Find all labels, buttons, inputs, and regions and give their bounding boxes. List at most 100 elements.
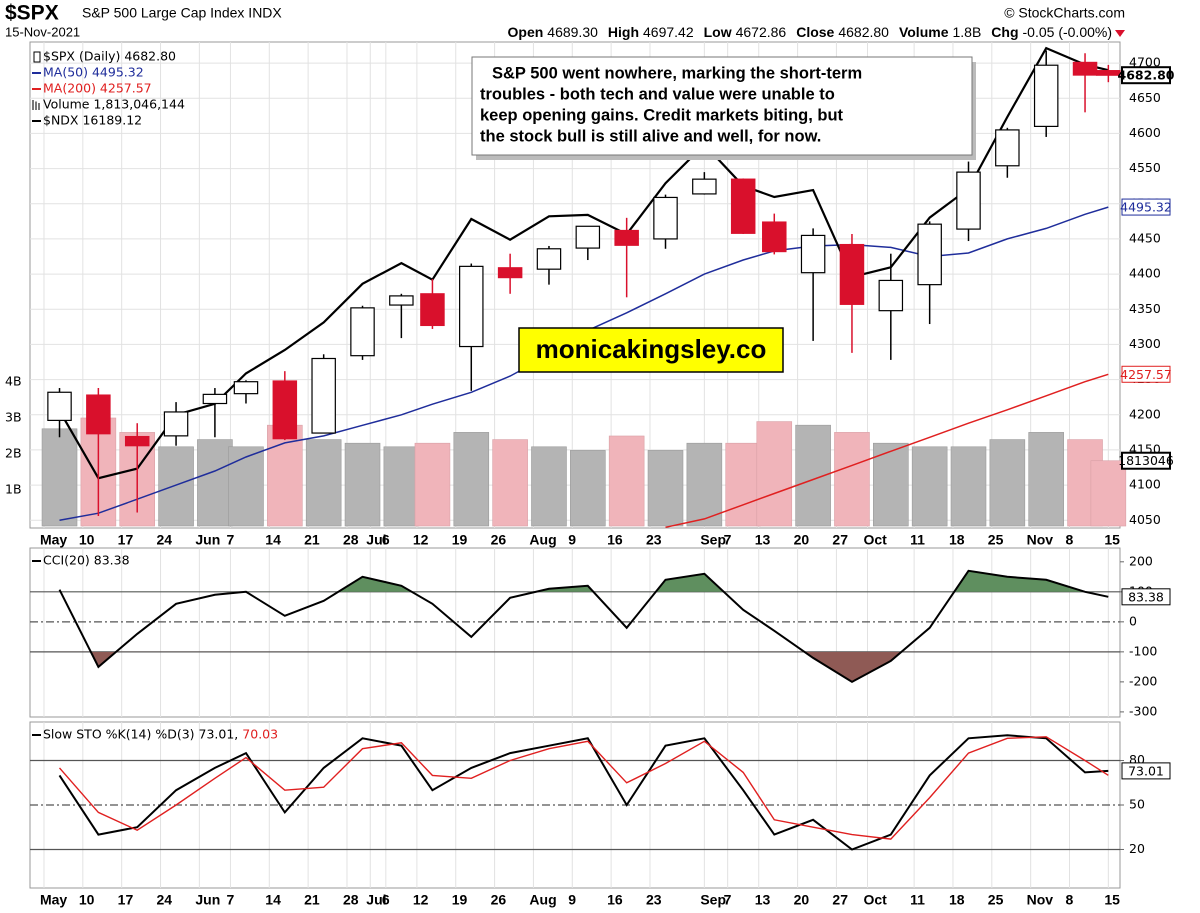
candle-body xyxy=(420,293,445,327)
candle-body xyxy=(389,295,414,306)
x-tick-label: Aug xyxy=(529,892,556,908)
x-tick-label: 6 xyxy=(382,532,390,548)
legend-swatch xyxy=(32,100,34,110)
x-tick-label: 7 xyxy=(724,892,732,908)
legend-entry: $SPX (Daily) 4682.80 xyxy=(43,49,176,64)
y-tick-label: 4450 xyxy=(1129,230,1161,245)
volume-bar xyxy=(197,439,233,527)
x-tick-label: Nov xyxy=(1027,892,1054,908)
quote-value: -0.05 (-0.00%) xyxy=(1023,24,1112,40)
x-tick-label: 11 xyxy=(910,892,925,908)
candle-body xyxy=(839,243,865,305)
y2-tick-label: 3B xyxy=(5,409,22,424)
x-tick-label: 10 xyxy=(79,532,95,548)
volume-bar xyxy=(911,446,948,527)
candle-body xyxy=(163,411,189,437)
x-tick-label: 7 xyxy=(226,532,234,548)
annotation-line: S&P 500 went nowhere, marking the short-… xyxy=(492,64,862,82)
x-tick-label: 8 xyxy=(1066,532,1074,548)
x-tick-label: 28 xyxy=(343,532,359,548)
y2-tick-label: 4B xyxy=(5,373,22,388)
x-tick-label: 20 xyxy=(794,892,810,908)
x-tick-label: 14 xyxy=(265,532,281,548)
x-tick-label: 25 xyxy=(988,892,1004,908)
volume-bar xyxy=(383,446,420,527)
volume-bar xyxy=(158,446,194,527)
value-tag xyxy=(1121,365,1171,383)
quote-label: High xyxy=(608,24,639,40)
x-tick-label: 14 xyxy=(265,892,281,908)
volume-bar xyxy=(531,446,567,527)
candle-body xyxy=(614,229,639,246)
candle-body xyxy=(800,234,826,274)
change-arrow xyxy=(1115,30,1125,37)
candle-body xyxy=(1072,61,1098,76)
volume-bar xyxy=(414,442,451,527)
volume-bar xyxy=(686,442,723,527)
quote-value: 1.8B xyxy=(952,24,981,40)
candle-body xyxy=(1033,64,1059,127)
value-tag-label: 1813046 xyxy=(1118,453,1174,468)
x-tick-label: Jun xyxy=(195,892,220,908)
x-tick-label: 6 xyxy=(382,892,390,908)
x-tick-label: 10 xyxy=(79,892,95,908)
volume-bar xyxy=(570,450,606,527)
legend-entry: Slow STO %K(14) %D(3) 73.01, xyxy=(43,727,238,742)
value-tag xyxy=(1121,762,1171,780)
y-tick-label: 0 xyxy=(1129,613,1137,628)
legend-swatch xyxy=(35,101,37,110)
x-tick-label: 24 xyxy=(157,532,173,548)
candle-body xyxy=(202,393,228,405)
annotation-line: the stock bull is still alive and well, … xyxy=(480,127,821,145)
y-tick-label: 4650 xyxy=(1129,90,1161,105)
y-tick-label: 4600 xyxy=(1129,125,1161,140)
candle-body xyxy=(878,279,904,312)
quote-label: Low xyxy=(704,24,732,40)
y-tick-label: 4400 xyxy=(1129,266,1161,281)
quote-label: Chg xyxy=(991,24,1018,40)
value-tag-label: 4682.80 xyxy=(1118,68,1175,83)
x-tick-label: 26 xyxy=(491,532,507,548)
value-tag xyxy=(1121,66,1171,85)
quote-label: Volume xyxy=(899,24,949,40)
volume-bar xyxy=(756,421,793,527)
y2-tick-label: 2B xyxy=(5,445,22,460)
candle-body xyxy=(86,394,111,435)
volume-bar xyxy=(453,432,490,527)
x-tick-label: May xyxy=(40,892,67,908)
y-tick-label: 4700 xyxy=(1129,55,1161,70)
y-tick-label: 4350 xyxy=(1129,301,1161,316)
candle-body xyxy=(233,381,259,395)
symbol: $SPX xyxy=(5,2,59,25)
watermark-box xyxy=(518,327,784,373)
candle-body xyxy=(350,307,375,357)
x-tick-label: 7 xyxy=(724,532,732,548)
candle-body xyxy=(692,178,717,195)
candle-body xyxy=(653,196,678,240)
candle-body xyxy=(272,380,298,440)
x-tick-label: 9 xyxy=(568,532,576,548)
x-tick-label: 13 xyxy=(755,532,771,548)
annotation-box xyxy=(471,56,973,156)
x-tick-label: 19 xyxy=(452,892,468,908)
x-tick-label: Aug xyxy=(529,532,556,548)
value-tag xyxy=(1121,451,1171,470)
quote-row: Open 4689.30 High 4697.42 Low 4672.86 Close 468… xyxy=(508,24,1113,40)
instrument-name: S&P 500 Large Cap Index INDX xyxy=(82,5,282,21)
legend-entry: CCI(20) 83.38 xyxy=(43,553,130,568)
volume-bar xyxy=(950,446,987,527)
series-line xyxy=(58,734,1109,851)
candle-body xyxy=(1096,70,1121,76)
annotation-line: keep opening gains. Credit markets bitin… xyxy=(480,106,844,124)
volume-bar xyxy=(608,435,645,527)
y2-tick-label: 1B xyxy=(5,482,22,497)
x-tick-label: 19 xyxy=(452,532,468,548)
legend-entry: $NDX 16189.12 xyxy=(43,113,142,128)
candle-body xyxy=(762,221,787,253)
x-tick-label: Oct xyxy=(864,532,888,548)
x-tick-label: 21 xyxy=(304,532,320,548)
x-tick-label: 17 xyxy=(118,532,134,548)
legend-swatch xyxy=(38,103,40,110)
x-tick-label: 23 xyxy=(646,532,662,548)
